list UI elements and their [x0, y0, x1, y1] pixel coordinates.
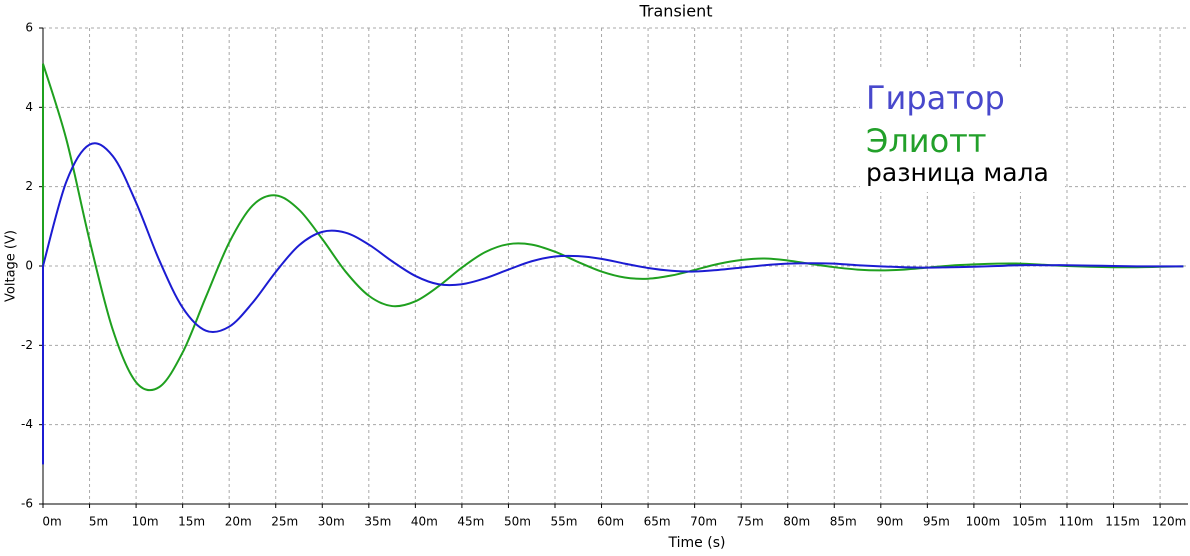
- x-tick-label: 55m: [551, 515, 578, 529]
- x-tick-label: 40m: [411, 515, 438, 529]
- x-tick-label: 115m: [1105, 515, 1140, 529]
- x-tick-label: 20m: [225, 515, 252, 529]
- x-tick-label: 45m: [457, 515, 484, 529]
- x-tick-label: 30m: [318, 515, 345, 529]
- series-line: [42, 142, 1184, 465]
- x-tick-label: 85m: [830, 515, 857, 529]
- x-tick-label: 5m: [89, 515, 108, 529]
- x-tick-label: 60m: [597, 515, 624, 529]
- annotation-background: [860, 70, 1065, 192]
- x-tick-label: 10m: [132, 515, 159, 529]
- series-line: [42, 63, 1184, 392]
- x-tick-label: 50m: [504, 515, 531, 529]
- x-tick-label: 25m: [271, 515, 298, 529]
- x-tick-label: 15m: [178, 515, 205, 529]
- annotation: Гиратор: [866, 79, 1005, 117]
- y-tick-label: 0: [25, 259, 33, 273]
- annotation: Элиотт: [866, 122, 986, 160]
- x-tick-label: 70m: [690, 515, 717, 529]
- x-tick-label: 35m: [364, 515, 391, 529]
- y-tick-label: -6: [21, 497, 33, 511]
- x-tick-label: 120m: [1152, 515, 1187, 529]
- x-tick-label: 95m: [923, 515, 950, 529]
- y-tick-label: -2: [21, 338, 33, 352]
- y-tick-label: 2: [25, 179, 33, 193]
- x-tick-label: 110m: [1059, 515, 1094, 529]
- y-axis-label: Voltage (V): [4, 230, 19, 302]
- chart-title: Transient: [639, 2, 713, 21]
- x-tick-label: 75m: [737, 515, 764, 529]
- y-tick-label: -4: [21, 417, 33, 431]
- x-tick-label: 65m: [644, 515, 671, 529]
- x-tick-label: 80m: [783, 515, 810, 529]
- y-tick-label: 6: [25, 21, 33, 35]
- y-tick-label: 4: [25, 100, 33, 114]
- x-tick-label: 105m: [1012, 515, 1047, 529]
- annotation: разница мала: [866, 158, 1049, 187]
- x-tick-label: 100m: [966, 515, 1001, 529]
- x-tick-label: 90m: [876, 515, 903, 529]
- x-tick-label: 0m: [42, 515, 61, 529]
- x-axis-label: Time (s): [668, 535, 726, 551]
